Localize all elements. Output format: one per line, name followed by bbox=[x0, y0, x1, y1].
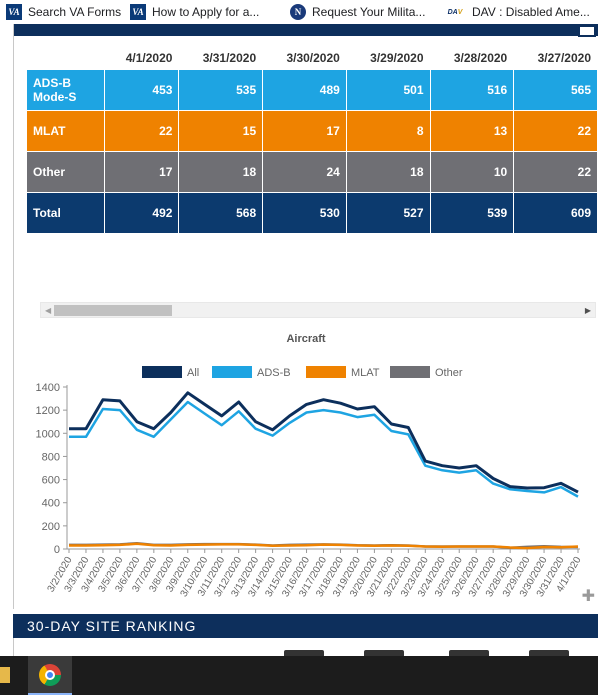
legend-label: MLAT bbox=[351, 367, 380, 379]
legend-swatch bbox=[142, 366, 182, 378]
scrollbar-thumb[interactable] bbox=[54, 305, 172, 316]
date-header: 3/27/2020 bbox=[514, 47, 597, 69]
y-tick-label: 200 bbox=[42, 521, 60, 533]
bookmarks-bar: VA Search VA Forms VA How to Apply for a… bbox=[0, 0, 598, 24]
y-tick-label: 800 bbox=[42, 451, 60, 463]
y-tick-label: 1200 bbox=[36, 405, 60, 417]
date-header: 3/29/2020 bbox=[346, 47, 430, 69]
table-cell: 453 bbox=[105, 70, 179, 110]
va-icon: VA bbox=[6, 4, 22, 20]
site-ranking-header: 30-DAY SITE RANKING bbox=[13, 614, 598, 638]
chart-title: Aircraft bbox=[286, 333, 325, 345]
aircraft-line-chart: Aircraft All ADS-B MLAT Other 0 200 400 600 800 10… bbox=[36, 333, 584, 599]
table-cell: 13 bbox=[430, 111, 514, 151]
va-icon: VA bbox=[130, 4, 146, 20]
aircraft-panel: 4/1/2020 3/31/2020 3/30/2020 3/29/2020 3… bbox=[13, 24, 598, 609]
legend-label: ADS-B bbox=[257, 367, 291, 379]
bookmark-label: Search VA Forms bbox=[28, 5, 122, 19]
expand-icon[interactable] bbox=[578, 25, 596, 37]
table-cell: 516 bbox=[430, 70, 514, 110]
row-label: ADS-B Mode-S bbox=[27, 70, 104, 110]
table-row-total: Total 492 568 530 527 539 609 bbox=[27, 193, 597, 233]
scroll-left-icon[interactable]: ◀ bbox=[45, 306, 52, 315]
table-cell: 22 bbox=[105, 111, 179, 151]
table-cell: 17 bbox=[105, 152, 179, 192]
bookmark-search-va-forms[interactable]: VA Search VA Forms bbox=[0, 0, 126, 24]
legend-label: Other bbox=[435, 367, 463, 379]
table-cell: 10 bbox=[430, 152, 514, 192]
table-cell: 24 bbox=[263, 152, 346, 192]
table-cell: 568 bbox=[179, 193, 263, 233]
table-header-row: 4/1/2020 3/31/2020 3/30/2020 3/29/2020 3… bbox=[27, 47, 597, 69]
bookmark-dav[interactable]: DA V DAV : Disabled Ame... bbox=[440, 0, 598, 24]
series-line-mlat bbox=[69, 542, 579, 550]
table-cell: 539 bbox=[430, 193, 514, 233]
chrome-icon bbox=[39, 664, 61, 686]
row-label: MLAT bbox=[27, 111, 104, 151]
date-header: 3/28/2020 bbox=[430, 47, 514, 69]
table-cell: 492 bbox=[105, 193, 179, 233]
table-cell: 530 bbox=[263, 193, 346, 233]
table-cell: 609 bbox=[514, 193, 597, 233]
dav-icon: DA V bbox=[447, 8, 463, 16]
ranking-content-peek bbox=[13, 638, 598, 656]
date-header: 3/31/2020 bbox=[179, 47, 263, 69]
table-cell: 18 bbox=[179, 152, 263, 192]
table-cell: 565 bbox=[514, 70, 597, 110]
aircraft-count-table: 4/1/2020 3/31/2020 3/30/2020 3/29/2020 3… bbox=[26, 46, 598, 234]
table-cell: 15 bbox=[179, 111, 263, 151]
section-title: 30-DAY SITE RANKING bbox=[27, 618, 197, 634]
legend-swatch bbox=[390, 366, 430, 378]
ranking-peek-mark bbox=[529, 650, 569, 656]
table-horizontal-scrollbar[interactable]: ◀ ▶ bbox=[40, 302, 596, 318]
bookmark-label: How to Apply for a... bbox=[152, 5, 260, 19]
table-row-mlat: MLAT 22 15 17 8 13 22 bbox=[27, 111, 597, 151]
table-corner bbox=[27, 47, 104, 69]
legend-swatch bbox=[306, 366, 346, 378]
bookmark-request-military[interactable]: N Request Your Milita... bbox=[282, 0, 440, 24]
table-row-adsb: ADS-B Mode-S 453 535 489 501 516 565 bbox=[27, 70, 597, 110]
y-tick-label: 1000 bbox=[36, 428, 60, 440]
table-cell: 527 bbox=[346, 193, 430, 233]
ranking-peek-mark bbox=[284, 650, 324, 656]
y-tick-label: 0 bbox=[54, 544, 60, 556]
table-row-other: Other 17 18 24 18 10 22 bbox=[27, 152, 597, 192]
ranking-peek-mark bbox=[449, 650, 489, 656]
table-cell: 22 bbox=[514, 152, 597, 192]
bookmark-label: DAV : Disabled Ame... bbox=[472, 5, 590, 19]
table-cell: 535 bbox=[179, 70, 263, 110]
table-cell: 489 bbox=[263, 70, 346, 110]
ranking-peek-mark bbox=[364, 650, 404, 656]
bookmark-label: Request Your Milita... bbox=[312, 5, 426, 19]
windows-taskbar bbox=[0, 656, 598, 695]
table-cell: 501 bbox=[346, 70, 430, 110]
y-tick-label: 1400 bbox=[36, 382, 60, 394]
table-cell: 18 bbox=[346, 152, 430, 192]
file-explorer-icon[interactable] bbox=[0, 667, 10, 683]
scroll-right-icon[interactable]: ▶ bbox=[584, 306, 591, 315]
row-label: Other bbox=[27, 152, 104, 192]
chrome-taskbar-button[interactable] bbox=[28, 656, 72, 695]
move-icon[interactable]: ✚ bbox=[581, 588, 595, 605]
y-tick-label: 600 bbox=[42, 475, 60, 487]
series-line-all bbox=[69, 391, 579, 494]
table-cell: 22 bbox=[514, 111, 597, 151]
legend-label: All bbox=[187, 367, 199, 379]
bookmark-how-to-apply[interactable]: VA How to Apply for a... bbox=[126, 0, 282, 24]
date-header: 4/1/2020 bbox=[105, 47, 179, 69]
row-label: Total bbox=[27, 193, 104, 233]
legend-swatch bbox=[212, 366, 252, 378]
table-cell: 8 bbox=[346, 111, 430, 151]
n-icon: N bbox=[290, 4, 306, 20]
date-header: 3/30/2020 bbox=[263, 47, 346, 69]
table-cell: 17 bbox=[263, 111, 346, 151]
panel-header-bar bbox=[14, 24, 598, 36]
series-line-adsb bbox=[69, 400, 579, 498]
y-tick-label: 400 bbox=[42, 498, 60, 510]
